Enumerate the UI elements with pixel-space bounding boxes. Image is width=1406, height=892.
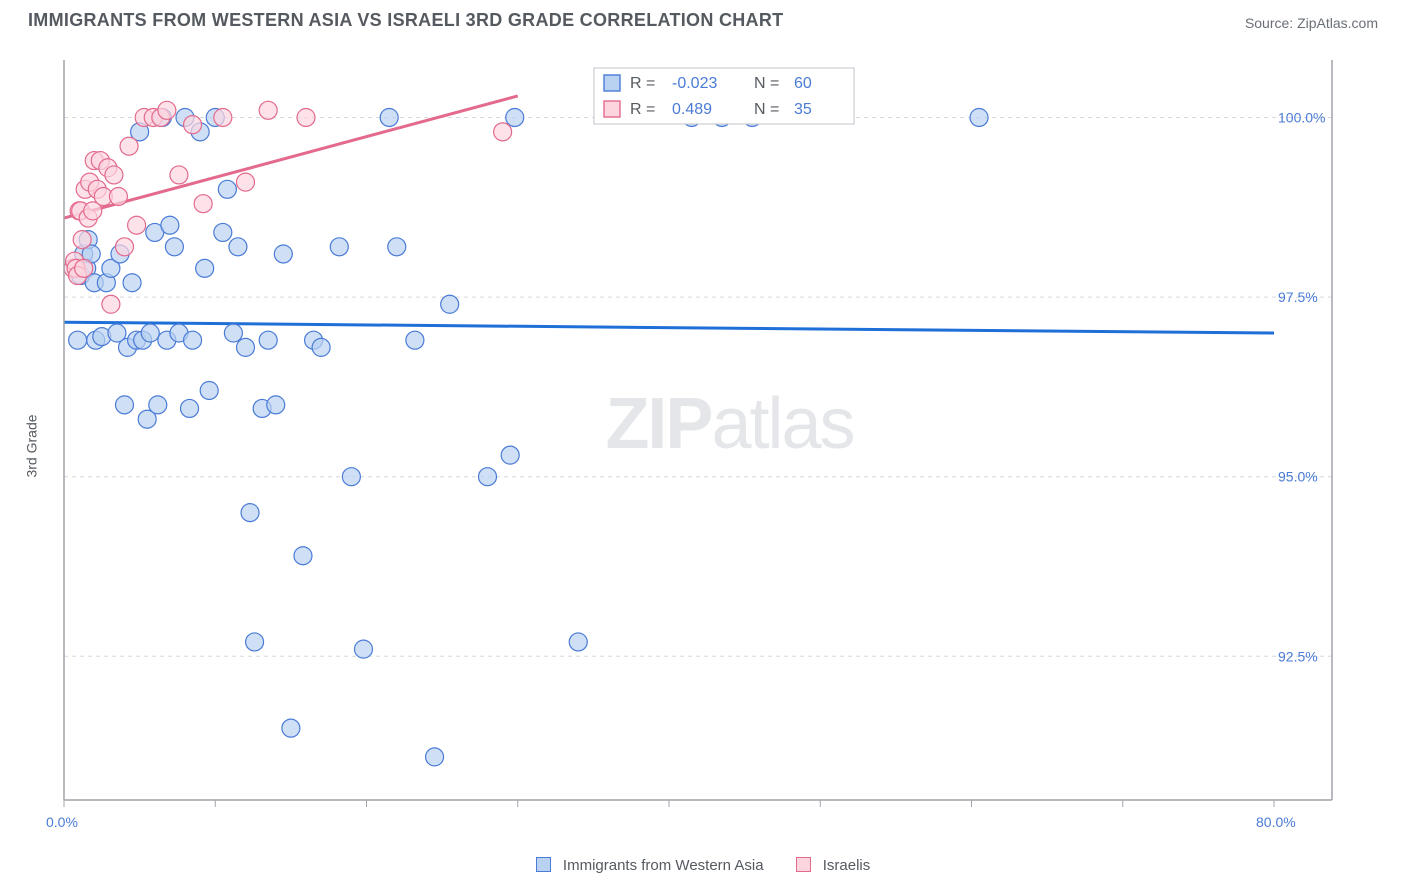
y-axis-label: 3rd Grade [24, 414, 40, 477]
x-tick-label: 0.0% [46, 814, 78, 830]
svg-text:35: 35 [794, 101, 812, 118]
bottom-legend: Immigrants from Western Asia Israelis [0, 857, 1406, 874]
svg-text:60: 60 [794, 75, 812, 92]
svg-text:-0.023: -0.023 [672, 75, 717, 92]
svg-text:N =: N = [754, 101, 779, 118]
legend-square-blue [536, 857, 551, 872]
legend-item-israelis: Israelis [796, 857, 871, 874]
svg-text:97.5%: 97.5% [1278, 289, 1318, 305]
svg-text:92.5%: 92.5% [1278, 648, 1318, 664]
svg-text:R =: R = [630, 75, 655, 92]
chart-title: IMMIGRANTS FROM WESTERN ASIA VS ISRAELI … [28, 10, 783, 31]
svg-text:R =: R = [630, 101, 655, 118]
svg-text:0.489: 0.489 [672, 101, 712, 118]
x-tick-label: 80.0% [1256, 814, 1296, 830]
legend-square-pink [796, 857, 811, 872]
svg-text:95.0%: 95.0% [1278, 469, 1318, 485]
chart-area: ZIPatlas 92.5% 95.0% 97.5% 100.0% R = -0.023 N … [44, 50, 1366, 812]
legend-label-israelis: Israelis [823, 857, 871, 874]
legend-label-immigrants: Immigrants from Western Asia [563, 857, 764, 874]
scatter-chart: ZIPatlas 92.5% 95.0% 97.5% 100.0% R = -0.023 N … [44, 50, 1344, 810]
legend-item-immigrants: Immigrants from Western Asia [536, 857, 764, 874]
chart-source: Source: ZipAtlas.com [1245, 15, 1378, 31]
svg-text:100.0%: 100.0% [1278, 109, 1325, 125]
svg-text:ZIPatlas: ZIPatlas [605, 384, 853, 464]
svg-text:N =: N = [754, 75, 779, 92]
